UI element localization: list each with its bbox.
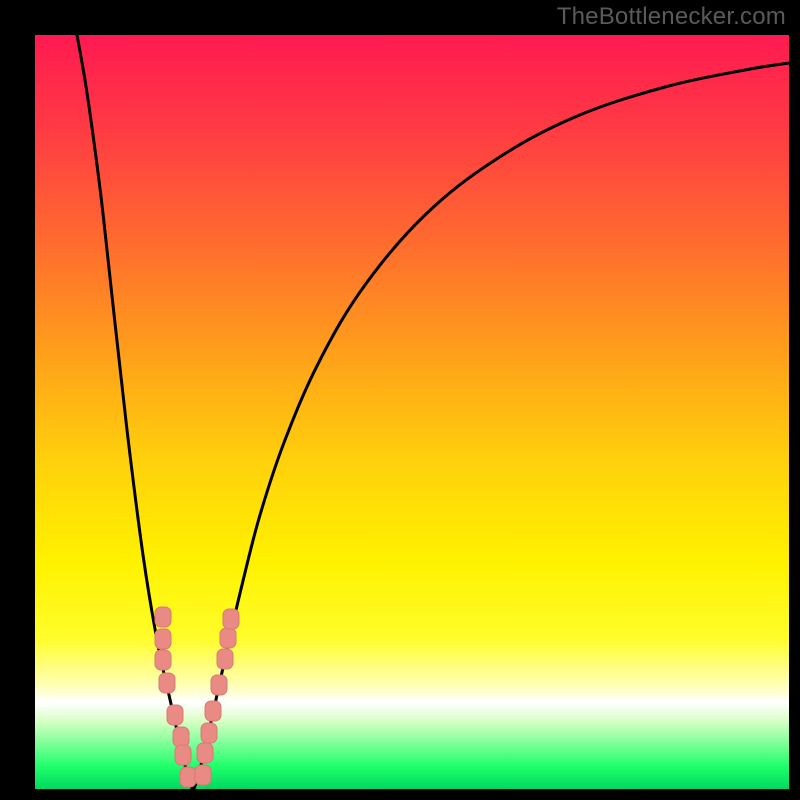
curve-marker bbox=[197, 743, 213, 763]
curve-marker bbox=[195, 765, 211, 785]
curve-marker bbox=[155, 607, 171, 627]
curve-marker bbox=[223, 609, 239, 629]
curve-marker bbox=[220, 628, 236, 648]
curve-marker bbox=[201, 723, 217, 743]
curve-marker bbox=[155, 650, 171, 670]
bottleneck-curve-chart bbox=[35, 35, 789, 789]
chart-container: TheBottlenecker.com bbox=[0, 0, 800, 800]
curve-marker bbox=[211, 675, 227, 695]
curve-marker bbox=[159, 673, 175, 693]
curve-marker bbox=[180, 767, 196, 787]
curve-marker bbox=[155, 629, 171, 649]
gradient-background bbox=[35, 35, 789, 789]
curve-marker bbox=[205, 701, 221, 721]
curve-marker bbox=[217, 649, 233, 669]
curve-marker bbox=[175, 745, 191, 765]
attribution-text: TheBottlenecker.com bbox=[557, 3, 786, 31]
plot-area bbox=[35, 35, 789, 789]
curve-marker bbox=[167, 705, 183, 725]
curve-marker bbox=[173, 727, 189, 747]
